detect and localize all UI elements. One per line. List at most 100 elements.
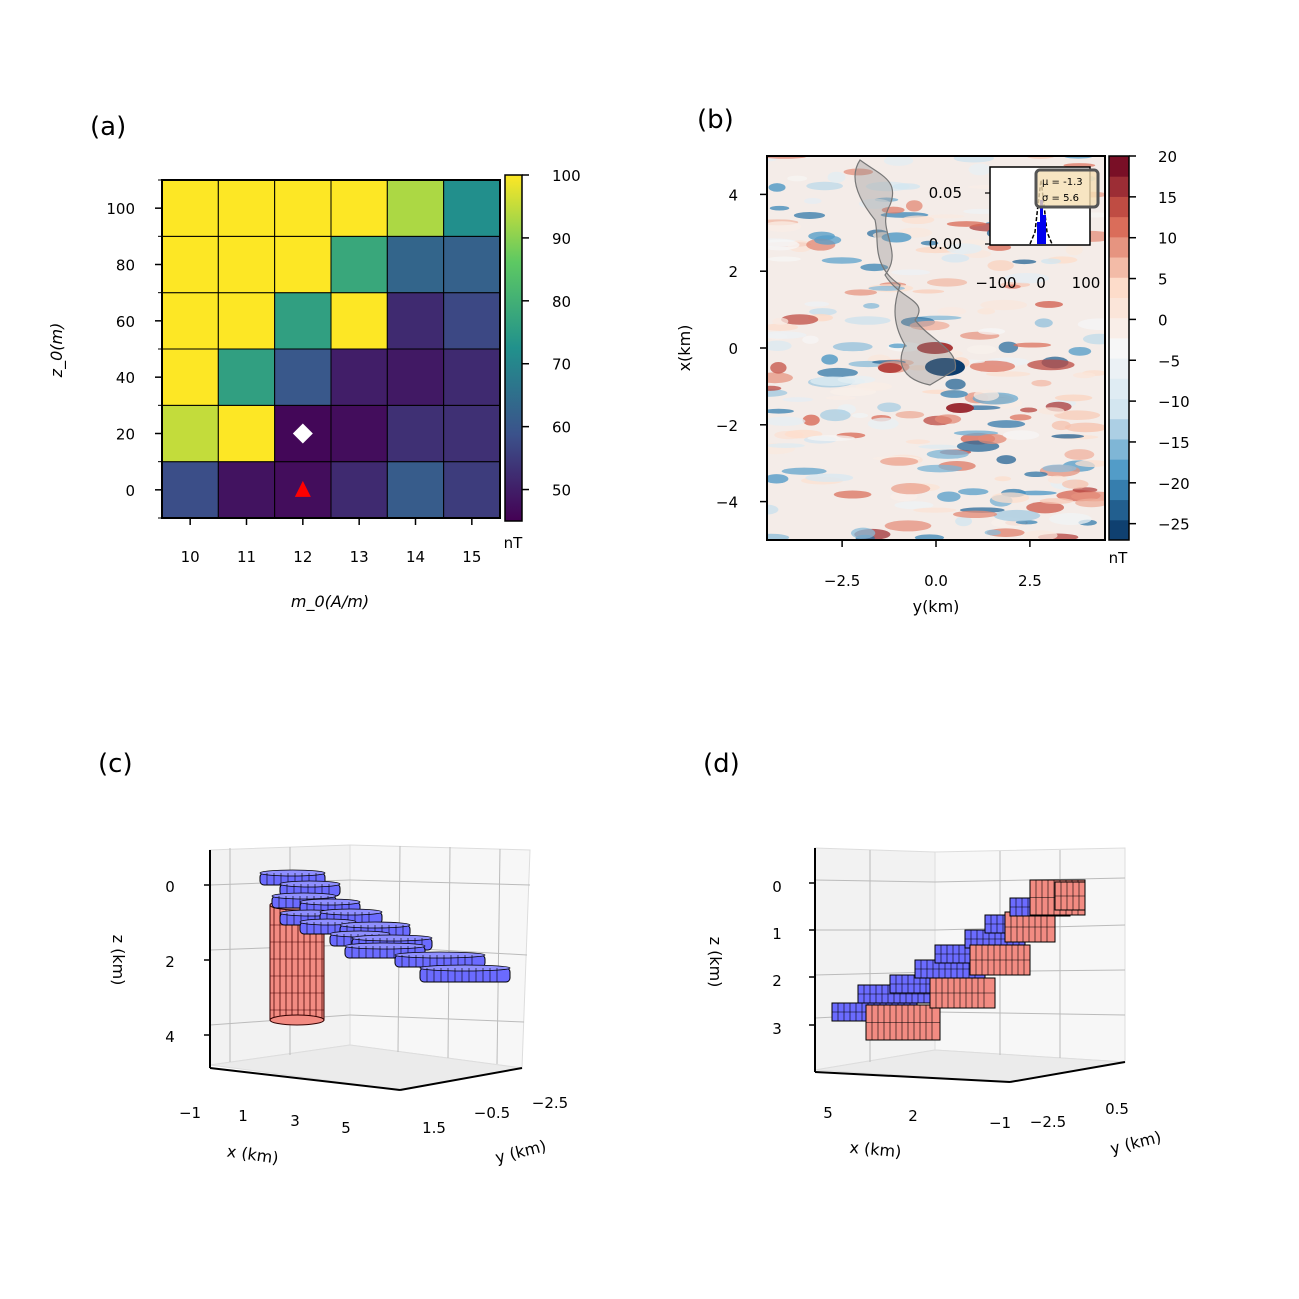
anomaly-blob — [958, 488, 989, 496]
anomaly-blob — [843, 168, 874, 176]
anomaly-blob — [890, 492, 918, 502]
anomaly-blob — [807, 435, 855, 442]
anomaly-blob — [1077, 318, 1105, 331]
anomaly-blob — [850, 527, 876, 539]
panel-d-ytick: 0.5 — [1105, 1100, 1129, 1118]
anomaly-blob — [802, 414, 820, 426]
colorbar-level — [1109, 499, 1129, 521]
z-tick-label: 2 — [165, 953, 175, 971]
panel-c-xlabel: x (km) — [226, 1142, 280, 1168]
anomaly-blob — [1026, 501, 1065, 514]
anomaly-blob — [825, 395, 856, 401]
heatmap-cell — [330, 404, 388, 463]
slab-top — [299, 898, 361, 906]
anomaly-blob — [993, 509, 1041, 522]
panel-c-z-ticks: 0 2 4 — [165, 878, 210, 1046]
panel-a-colorbar — [504, 174, 523, 522]
colorbar-tick-label: 60 — [552, 419, 571, 437]
anomaly-blob — [767, 239, 800, 251]
anomaly-blob — [905, 200, 923, 212]
anomaly-blob — [946, 243, 982, 255]
anomaly-blob — [1013, 342, 1052, 348]
colorbar-level — [1109, 257, 1129, 278]
y-tick-label: 60 — [116, 313, 135, 331]
y-tick-label: 0 — [125, 482, 135, 500]
anomaly-blob — [877, 402, 902, 413]
anomaly-blob — [1082, 333, 1105, 345]
anomaly-blob — [888, 343, 907, 349]
panel-c-x-axis — [209, 1067, 401, 1091]
anomaly-blob — [767, 385, 782, 391]
x-tick-label: 10 — [181, 548, 200, 566]
heatmap-cell — [161, 235, 219, 294]
anomaly-blob — [1020, 407, 1038, 413]
anomaly-blob — [767, 443, 805, 448]
anomaly-blob — [768, 183, 786, 192]
heatmap-cell — [217, 348, 276, 406]
positive-body-block — [929, 977, 996, 1009]
heatmap-cell — [217, 404, 276, 463]
x-tick-label: −2.5 — [824, 572, 860, 590]
y-tick-label: 40 — [116, 369, 135, 387]
anomaly-blob — [767, 221, 802, 232]
anomaly-blob — [937, 491, 961, 502]
colorbar-level — [1109, 459, 1129, 480]
anomaly-blob — [767, 340, 792, 352]
anomaly-blob — [767, 323, 799, 331]
heatmap-cell — [330, 235, 388, 294]
panel-c-zlabel: z (km) — [109, 935, 128, 986]
anomaly-blob — [1051, 434, 1085, 439]
anomaly-blob — [996, 455, 1017, 465]
anomaly-blob — [817, 367, 858, 378]
heatmap-cell — [443, 235, 501, 294]
panel-c-label: (c) — [98, 749, 133, 779]
z-tick-label: 0 — [165, 878, 175, 896]
anomaly-blob — [926, 278, 968, 287]
panel-d-xtick: −1 — [989, 1114, 1011, 1132]
panel-a-colorbar-ticks: 50 60 70 80 90 100 — [522, 167, 581, 500]
anomaly-blob — [1002, 430, 1040, 440]
panel-c: (c) 024 −1 1 3 5 1.5 −0.5 −2.5 x (km) y — [98, 749, 568, 1168]
anomaly-blob — [867, 417, 899, 430]
slab-top — [319, 908, 383, 916]
panel-c-ytick: −2.5 — [532, 1094, 568, 1112]
panel-b-inset-bar — [1037, 222, 1040, 244]
anomaly-blob — [767, 388, 788, 397]
anomaly-blob — [1065, 244, 1083, 256]
anomaly-blob — [915, 246, 957, 254]
panel-a-ylabel: z_0(m) — [47, 323, 67, 379]
panel-b-inset-xtick: 100 — [1072, 274, 1101, 292]
anomaly-blob — [891, 269, 930, 276]
panel-b-inset-ytick: 0.00 — [929, 235, 962, 253]
anomaly-blob — [880, 457, 919, 466]
anomaly-blob — [977, 328, 1006, 335]
colorbar-tick-label: 50 — [552, 482, 571, 500]
anomaly-blob — [884, 520, 932, 532]
anomaly-blob — [1041, 258, 1061, 265]
heatmap-cell — [161, 348, 219, 406]
colorbar-level — [1109, 236, 1129, 258]
anomaly-blob — [894, 501, 934, 510]
heatmap-cell — [443, 461, 501, 519]
panel-a-colorbar-unit: nT — [504, 534, 524, 552]
z-tick-label: 3 — [772, 1020, 782, 1038]
heatmap-cell — [274, 179, 332, 237]
panel-a-markers — [292, 423, 313, 497]
colorbar-level — [1109, 176, 1129, 197]
y-tick-label: −4 — [716, 494, 738, 512]
panel-b-inset-stats-box — [1034, 168, 1100, 209]
colorbar-tick-label: −25 — [1158, 516, 1190, 534]
anomaly-blob — [814, 235, 842, 245]
colorbar-tick-label: 10 — [1158, 230, 1177, 248]
panel-b-colorbar-ticks: −25 −20 −15 −10 −5 0 5 10 15 20 — [1129, 148, 1190, 534]
colorbar-level — [1109, 317, 1129, 339]
heatmap-cell — [443, 292, 501, 350]
anomaly-blob — [1068, 346, 1092, 356]
colorbar-level — [1109, 479, 1129, 501]
anomaly-blob — [969, 360, 1016, 373]
anomaly-blob — [955, 516, 973, 527]
anomaly-blob — [1004, 284, 1021, 289]
panel-b-source-outline — [854, 159, 957, 386]
anomaly-blob — [787, 175, 808, 182]
heatmap-cell — [330, 292, 388, 350]
